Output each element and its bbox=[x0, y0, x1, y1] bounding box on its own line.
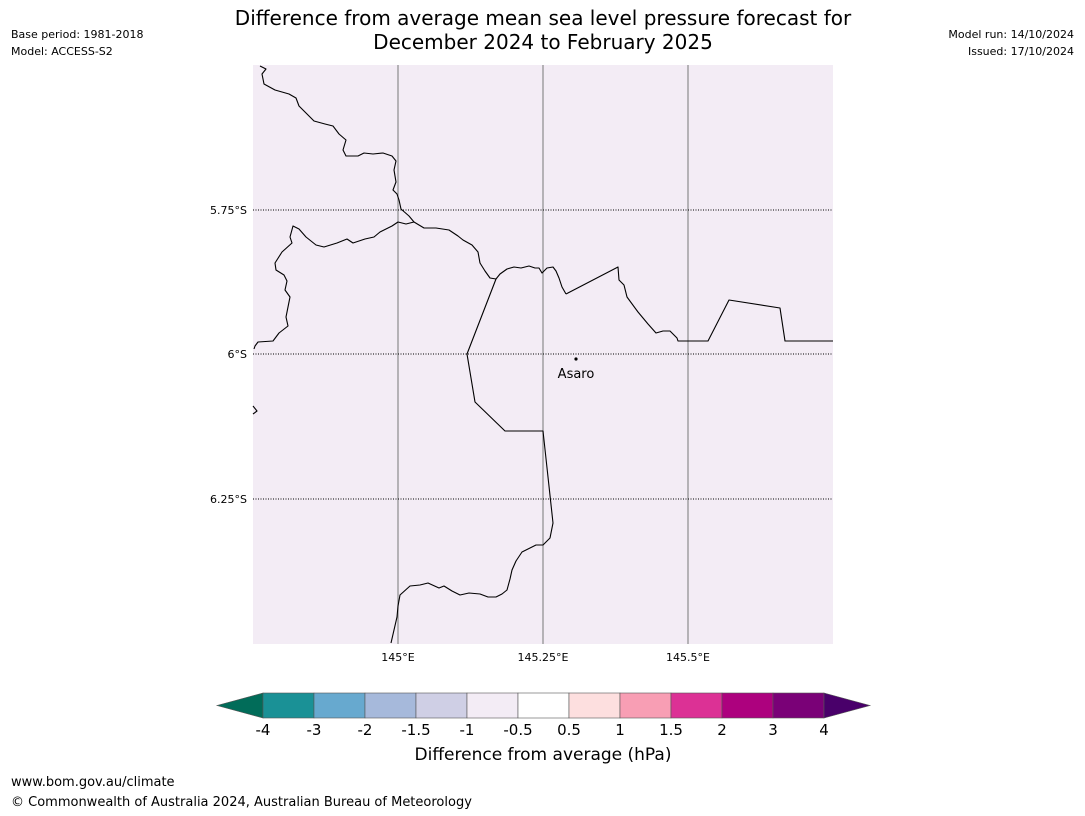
colorbar-tick-label: -0.5 bbox=[503, 721, 532, 739]
colorbar-tick-label: 0.5 bbox=[557, 721, 581, 739]
colorbar-segment bbox=[568, 692, 621, 719]
meta-right: Model run: 14/10/2024 Issued: 17/10/2024 bbox=[948, 26, 1074, 60]
province-boundary bbox=[252, 405, 258, 415]
colorbar-segment bbox=[721, 692, 774, 719]
colorbar-segment bbox=[772, 692, 825, 719]
colorbar: -4 -3 -2 -1.5 -1 -0.5 0.5 1 1.5 2 3 4 bbox=[215, 692, 872, 739]
colorbar-tick-label: -1 bbox=[460, 721, 475, 739]
colorbar-over-arrow bbox=[823, 692, 872, 719]
colorbar-segment bbox=[670, 692, 723, 719]
place-label: Asaro bbox=[558, 367, 595, 382]
colorbar-segment bbox=[313, 692, 366, 719]
base-period-text: Base period: 1981-2018 bbox=[11, 28, 144, 41]
meta-left: Base period: 1981-2018 Model: ACCESS-S2 bbox=[11, 26, 143, 60]
colorbar-tick-label: -4 bbox=[256, 721, 271, 739]
colorbar-tick-label: 1 bbox=[615, 721, 625, 739]
colorbar-tick-label: 4 bbox=[819, 721, 829, 739]
colorbar-segment bbox=[364, 692, 417, 719]
colorbar-segment bbox=[619, 692, 672, 719]
title-line-1: Difference from average mean sea level p… bbox=[234, 6, 852, 30]
colorbar-label: Difference from average (hPa) bbox=[414, 745, 672, 765]
colorbar-tick-label: -1.5 bbox=[401, 721, 430, 739]
colorbar-segment bbox=[415, 692, 468, 719]
footer-url: www.bom.gov.au/climate bbox=[11, 775, 175, 790]
colorbar-segment bbox=[262, 692, 315, 719]
province-boundary bbox=[413, 221, 567, 295]
map-title: Difference from average mean sea level p… bbox=[168, 6, 918, 54]
colorbar-tick-label: 2 bbox=[717, 721, 727, 739]
colorbar-segment bbox=[466, 692, 519, 719]
colorbar-tick-label: -2 bbox=[358, 721, 373, 739]
colorbar-tick-label: 1.5 bbox=[659, 721, 683, 739]
latitude-label: 5.75°S bbox=[210, 204, 247, 217]
colorbar-tick-label: -3 bbox=[307, 721, 322, 739]
model-text: Model: ACCESS-S2 bbox=[11, 45, 113, 58]
province-boundary bbox=[565, 266, 833, 342]
colorbar-under-arrow bbox=[215, 692, 264, 719]
title-line-2: December 2024 to February 2025 bbox=[373, 30, 713, 54]
colorbar-tick-label: 3 bbox=[768, 721, 778, 739]
colorbar-segment bbox=[517, 692, 570, 719]
issued-text: Issued: 17/10/2024 bbox=[967, 45, 1074, 58]
longitude-label: 145°E bbox=[381, 651, 414, 664]
province-boundary bbox=[253, 65, 415, 350]
latitude-label: 6°S bbox=[228, 348, 247, 361]
province-boundary bbox=[390, 278, 554, 644]
longitude-label: 145.25°E bbox=[518, 651, 569, 664]
place-marker bbox=[574, 357, 578, 361]
longitude-label: 145.5°E bbox=[666, 651, 710, 664]
model-run-text: Model run: 14/10/2024 bbox=[948, 28, 1074, 41]
latitude-label: 6.25°S bbox=[210, 493, 247, 506]
footer-copyright: © Commonwealth of Australia 2024, Austra… bbox=[11, 795, 472, 810]
